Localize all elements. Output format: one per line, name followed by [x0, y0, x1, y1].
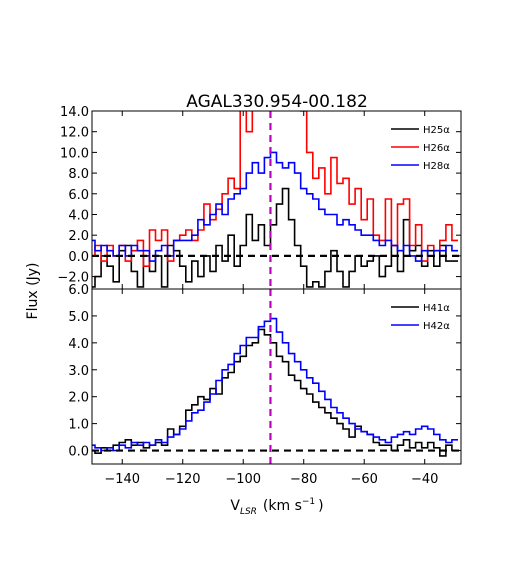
- legend: H41α H42α: [391, 303, 450, 332]
- y-axis-label: Flux (Jy): [25, 263, 41, 320]
- y-tick-label: −2.0: [57, 271, 89, 286]
- y-tick-label: 1.0: [68, 418, 89, 433]
- legend-entry: H42α: [423, 321, 450, 332]
- series-line: [92, 151, 458, 262]
- legend-entry: H41α: [423, 303, 450, 314]
- x-tick-labels: −140 −120 −100 −80 −60 −40: [104, 472, 438, 487]
- series-line: [92, 317, 458, 452]
- bottom-panel: 0.0 1.0 2.0 3.0 4.0 5.0 6.0 H41α H42α: [68, 283, 462, 465]
- y-tick-label: 6.0: [68, 188, 89, 203]
- y-tick-label: 3.0: [68, 364, 89, 379]
- y-tick-label: 4.0: [68, 208, 89, 223]
- y-tick-label: 0.0: [68, 445, 89, 460]
- legend-entry: H28α: [423, 161, 450, 172]
- panel-frame: [91, 288, 462, 465]
- y-tick-label: 14.0: [60, 105, 89, 120]
- x-tick-label: −80: [290, 472, 317, 487]
- legend-entry: H26α: [423, 143, 450, 154]
- x-tick-label: −140: [104, 472, 140, 487]
- chart-title: AGAL330.954-00.182: [186, 92, 368, 112]
- y-tick-label: 4.0: [68, 337, 89, 352]
- x-tick-label: −120: [165, 472, 201, 487]
- x-axis-label: VLSR (km s−1): [230, 497, 323, 517]
- legend: H25α H26α H28α: [391, 125, 450, 172]
- plot-area: [92, 111, 461, 289]
- y-tick-label: 2.0: [68, 229, 89, 244]
- series-line: [92, 328, 458, 457]
- panel-frame: [91, 110, 462, 290]
- x-tick-label: −100: [225, 472, 261, 487]
- legend-entry: H25α: [423, 125, 450, 136]
- y-tick-label: 10.0: [60, 146, 89, 161]
- x-tick-label: −40: [411, 472, 438, 487]
- plot-area: [92, 289, 461, 464]
- x-tick-label: −60: [350, 472, 377, 487]
- y-tick-label: 5.0: [68, 310, 89, 325]
- y-tick-label: 6.0: [68, 283, 89, 298]
- series-line: [92, 111, 458, 267]
- y-tick-label: 8.0: [68, 167, 89, 182]
- y-tick-label: 0.0: [68, 250, 89, 265]
- top-panel: −2.00.02.04.06.08.010.012.014.0H25αH26αH…: [57, 105, 462, 290]
- y-tick-label: 2.0: [68, 391, 89, 406]
- y-tick-label: 12.0: [60, 126, 89, 141]
